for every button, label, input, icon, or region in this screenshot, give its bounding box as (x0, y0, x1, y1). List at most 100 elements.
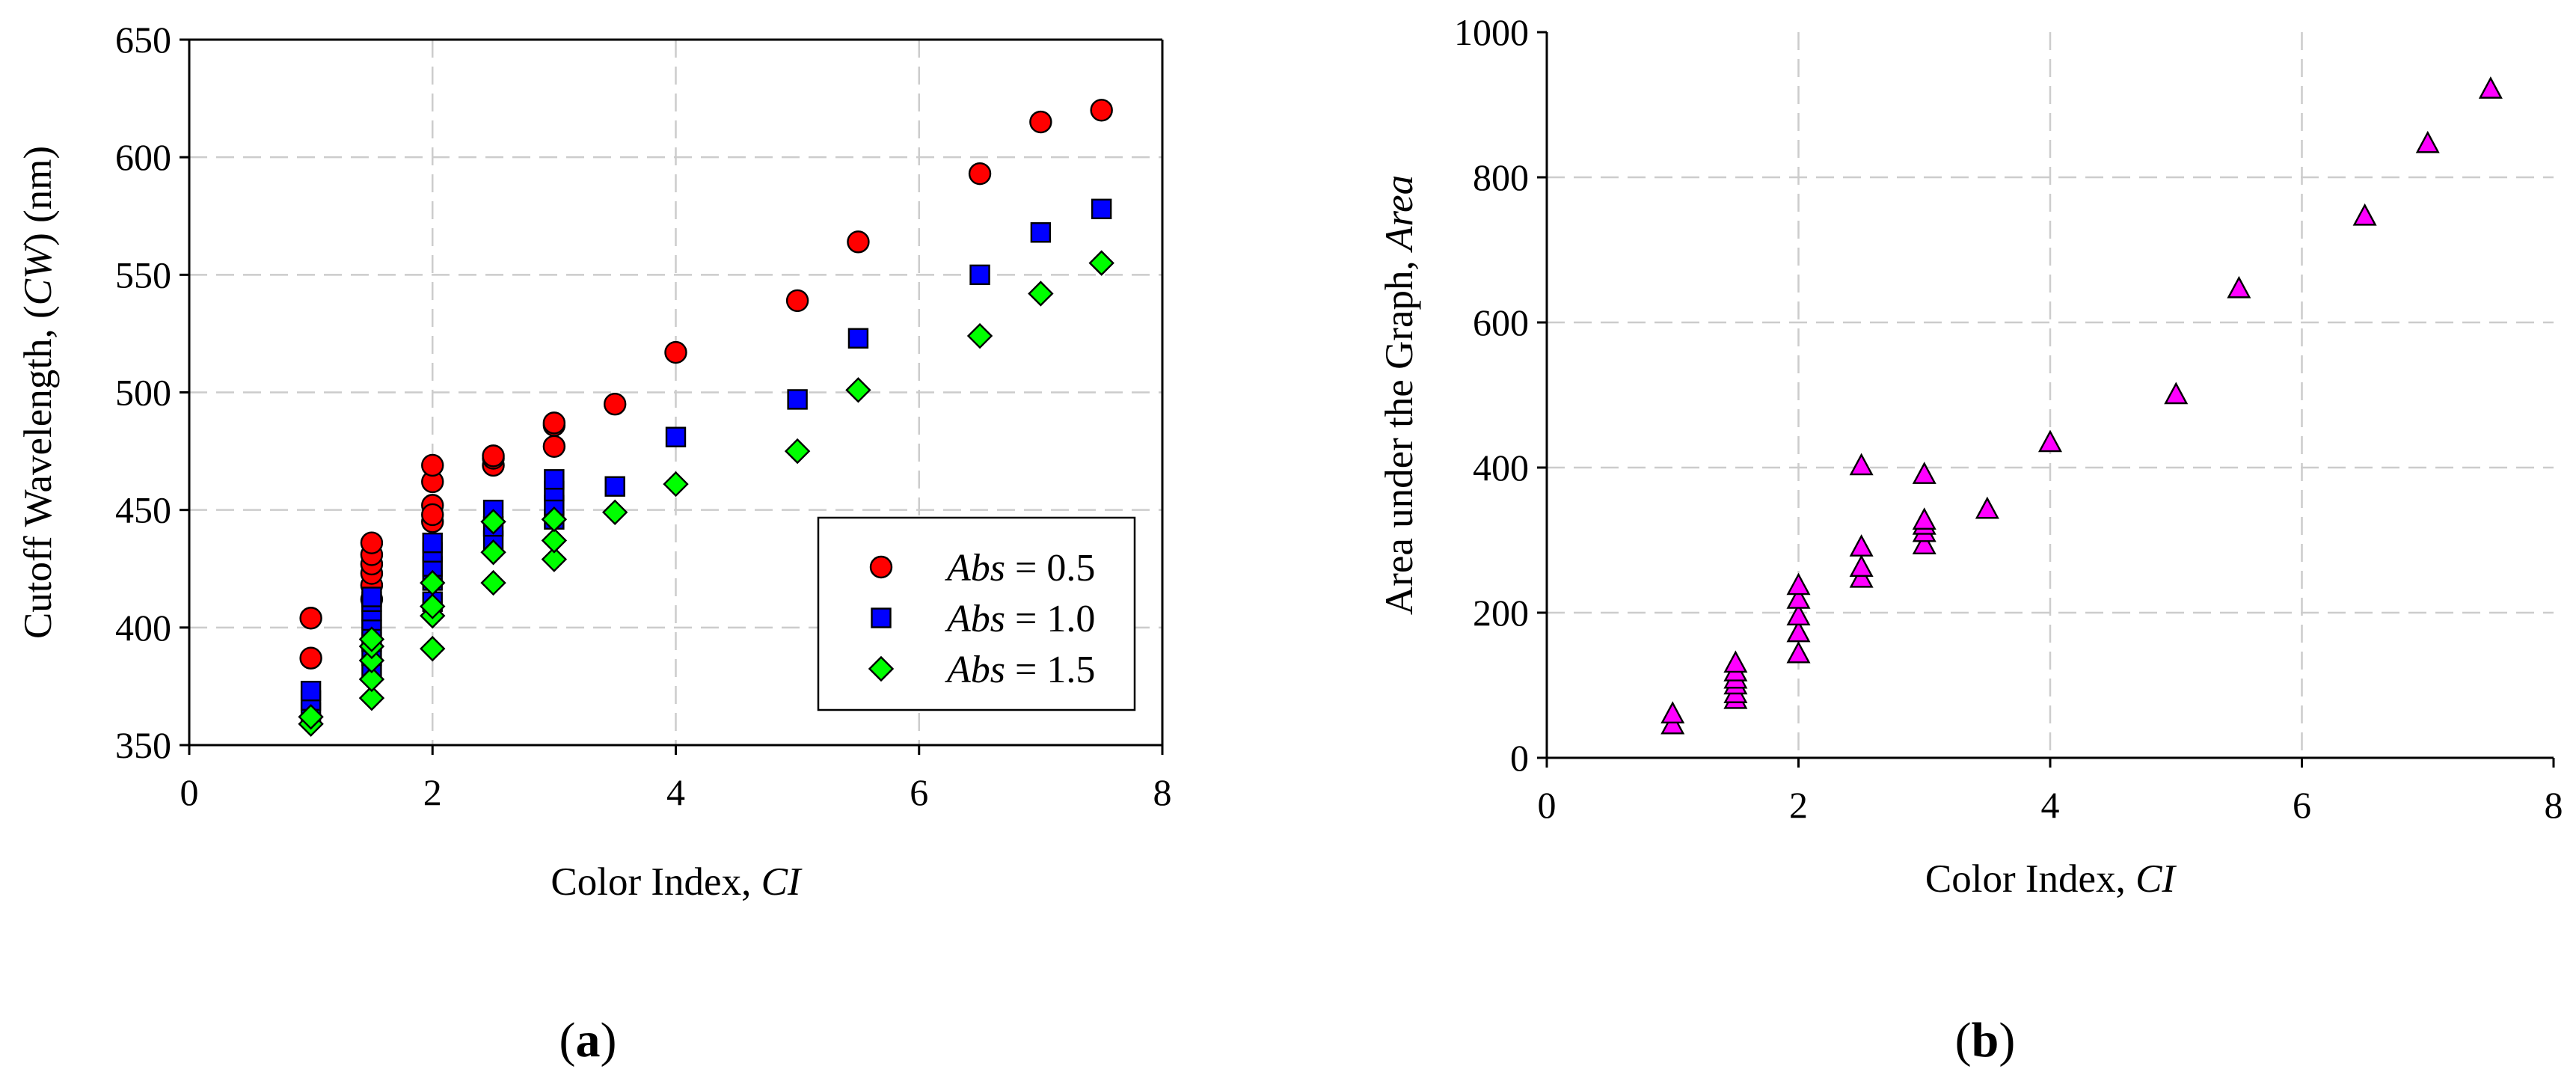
legend-marker (868, 655, 895, 682)
y-tick-label: 450 (115, 489, 171, 531)
panel-b-label-open-paren: ( (1955, 1013, 1972, 1068)
data-point (787, 389, 808, 410)
data-point (2352, 203, 2377, 226)
x-axis-label: Color Index, CI (551, 860, 803, 904)
legend-entry-abs: Abs (945, 547, 1005, 590)
legend-marker (871, 607, 892, 628)
y-tick-label: 1000 (1454, 11, 1529, 53)
data-point (358, 685, 385, 711)
panel-b-label-close-paren: ) (1999, 1013, 2015, 1068)
data-point (358, 666, 385, 693)
data-point (544, 469, 565, 490)
legend-marker (869, 555, 893, 579)
y-tick-label: 350 (115, 724, 171, 766)
series-circle (299, 99, 1113, 670)
data-point (299, 607, 322, 630)
series-triangle (1660, 76, 2503, 735)
data-point (1849, 554, 1874, 578)
x-axis-label-part: Color Index, (1925, 857, 2135, 901)
data-point (1786, 640, 1811, 664)
panel-a-label-close-paren: ) (601, 1013, 617, 1068)
data-point (1786, 572, 1811, 595)
data-point (665, 426, 687, 447)
data-point (1088, 250, 1114, 276)
x-tick-label: 8 (2545, 784, 2563, 826)
panel-a-label: (a) (559, 1013, 617, 1068)
data-point (968, 162, 992, 186)
y-tick-label: 600 (1473, 301, 1529, 343)
data-point (542, 411, 566, 435)
data-point (541, 527, 568, 554)
data-point (601, 499, 628, 526)
y-tick-label: 200 (1473, 592, 1529, 634)
data-point (420, 635, 446, 662)
panel-a-label-letter: a (576, 1013, 601, 1068)
x-axis-label-part: CI (761, 860, 803, 904)
y-tick-label: 600 (115, 136, 171, 178)
y-tick-label: 650 (115, 19, 171, 61)
x-tick-label: 0 (180, 771, 199, 813)
x-tick-label: 4 (2041, 784, 2060, 826)
y-axis-label: Cutoff Wavelength, (CW) (nm) (16, 146, 60, 639)
chart-a: 0 2 4 6 8 350 400 450 500 550 600 650 Color Index, C… (16, 19, 1172, 904)
data-point (2478, 76, 2503, 99)
y-tick-label: 800 (1473, 156, 1529, 198)
data-point (1030, 222, 1052, 243)
data-point (358, 626, 385, 652)
y-axis-label-part: Area under the Graph, (1378, 251, 1421, 615)
data-point (420, 593, 446, 619)
x-tick-label: 4 (666, 771, 685, 813)
y-axis-label-part: CW (16, 242, 60, 305)
panel-b-label-letter: b (1972, 1013, 1999, 1068)
data-point (1786, 587, 1811, 609)
y-tick-label: 550 (115, 254, 171, 296)
y-axis-label: Area under the Graph, Area (1378, 175, 1421, 615)
data-point (421, 453, 444, 477)
data-point (969, 264, 990, 286)
data-point (1723, 650, 1748, 673)
data-point (1912, 462, 1936, 484)
y-tick-label: 0 (1510, 737, 1529, 779)
data-point (1849, 565, 1874, 588)
data-point (966, 322, 993, 349)
x-axis-label-part: CI (2135, 857, 2177, 901)
panel-b-label: (b) (1955, 1013, 2016, 1068)
chart-b: 0 2 4 6 8 0 200 400 600 800 1000 Color Index, CI Are… (1378, 11, 2563, 901)
data-point (542, 435, 566, 458)
legend-entry-value: = 0.5 (1005, 547, 1095, 590)
data-point (1091, 198, 1112, 220)
x-tick-label: 2 (1789, 784, 1808, 826)
legend-entry-value: = 1.0 (1005, 598, 1095, 640)
data-point (1660, 711, 1685, 735)
x-tick-label: 0 (1538, 784, 1557, 826)
x-tick-label: 6 (2293, 784, 2311, 826)
data-point (1090, 99, 1113, 122)
data-point (845, 377, 871, 403)
x-tick-label: 6 (910, 771, 928, 813)
data-point (2164, 382, 2189, 405)
data-point (664, 340, 687, 364)
data-point (358, 647, 385, 674)
data-point (299, 646, 322, 670)
data-point (422, 532, 443, 554)
data-point (482, 444, 505, 468)
data-point (2037, 429, 2063, 453)
legend-entry: Abs = 1.5 (945, 649, 1095, 691)
data-point (1912, 507, 1936, 530)
data-point (1975, 496, 1999, 519)
data-point (480, 569, 506, 596)
data-point (1029, 110, 1052, 134)
legend-entry: Abs = 0.5 (945, 547, 1095, 590)
data-point (480, 509, 506, 535)
data-point (785, 289, 809, 313)
data-point (2415, 130, 2440, 153)
data-point (603, 393, 627, 416)
data-point (1786, 603, 1811, 626)
data-point (1849, 534, 1874, 557)
data-point (1912, 532, 1936, 554)
legend-entry: Abs = 1.0 (945, 598, 1095, 640)
data-point (1028, 281, 1054, 307)
data-point (541, 506, 568, 533)
